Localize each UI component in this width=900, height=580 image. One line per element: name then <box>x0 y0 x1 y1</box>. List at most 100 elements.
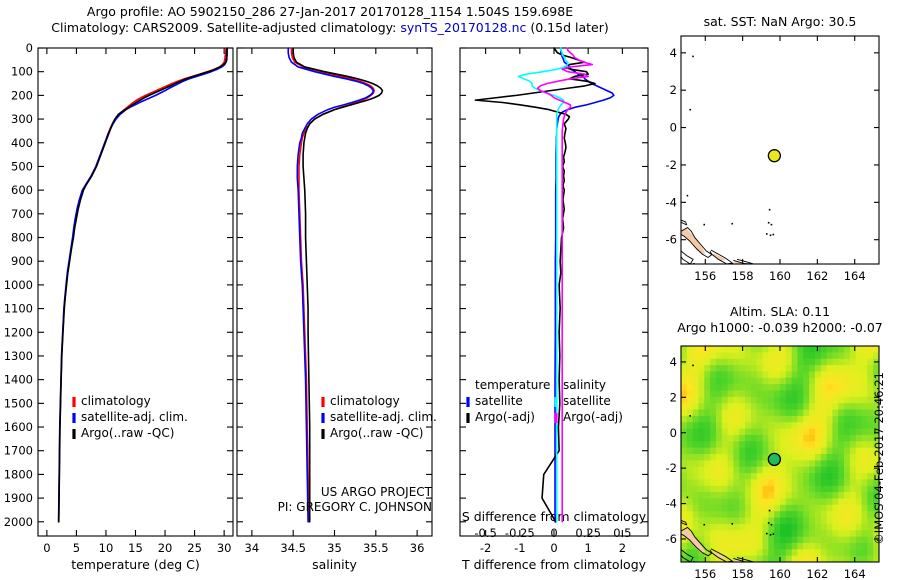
svg-text:0: 0 <box>670 121 677 135</box>
svg-text:satellite: satellite <box>475 394 523 408</box>
svg-text:-2: -2 <box>666 461 677 475</box>
svg-text:400: 400 <box>11 136 33 150</box>
svg-text:34.5: 34.5 <box>280 541 306 555</box>
svg-text:temperature: temperature <box>475 378 550 392</box>
svg-text:Argo(..raw -QC): Argo(..raw -QC) <box>330 426 423 440</box>
series-satellite-adj-clim- <box>57 47 228 523</box>
sla-map-panel: 156 158 160 162 164 4 2 0 -2 -4 -6 Altim. SLA: 0.11… <box>655 290 900 580</box>
svg-text:162: 162 <box>806 567 828 580</box>
svg-text:35.5: 35.5 <box>363 541 389 555</box>
series-argo-raw-qc- <box>292 47 384 523</box>
svg-text:34: 34 <box>245 541 260 555</box>
svg-text:500: 500 <box>11 159 33 173</box>
svg-text:156: 156 <box>694 567 716 580</box>
svg-text:1600: 1600 <box>4 420 33 434</box>
title-line-1: Argo profile: AO 5902150_286 27-Jan-2017… <box>86 4 574 19</box>
series-salinity-satellite <box>517 47 569 523</box>
svg-text:1400: 1400 <box>4 373 33 387</box>
svg-text:0.5: 0.5 <box>613 526 631 540</box>
salinity-panel: 34 34.5 35 35.5 36 salinity climatology satelli… <box>225 40 465 580</box>
sst-map-panel: 156 158 160 162 164 4 2 0 -2 -4 -6 sat. SST: NaN Ar… <box>655 0 900 300</box>
svg-text:T difference from climatology: T difference from climatology <box>461 557 647 572</box>
svg-text:-0.5: -0.5 <box>474 526 496 540</box>
svg-text:900: 900 <box>11 254 33 268</box>
svg-text:4: 4 <box>670 355 677 369</box>
series-climatology <box>57 47 227 523</box>
svg-text:climatology: climatology <box>81 394 151 408</box>
svg-text:0: 0 <box>550 526 557 540</box>
svg-text:-6: -6 <box>666 233 677 247</box>
svg-text:Argo h1000: -0.039 h2000: -0.0: Argo h1000: -0.039 h2000: -0.07 <box>677 320 882 335</box>
series-salinity-argo-adj- <box>536 47 594 523</box>
difference-plot[interactable]: -2 -1 0 1 2 T difference from climatology -0.5… <box>450 40 675 580</box>
svg-text:15: 15 <box>128 541 143 555</box>
title-line-2-suffix: (0.15d later) <box>526 20 609 35</box>
svg-text:temperature (deg C): temperature (deg C) <box>71 557 200 572</box>
svg-text:-2: -2 <box>666 158 677 172</box>
svg-text:700: 700 <box>11 207 33 221</box>
sst-map[interactable]: 156 158 160 162 164 4 2 0 -2 -4 -6 sat. SST: NaN Ar… <box>655 0 900 300</box>
svg-text:0: 0 <box>670 426 677 440</box>
svg-text:1000: 1000 <box>4 278 33 292</box>
svg-text:2: 2 <box>670 390 677 404</box>
svg-text:160: 160 <box>769 269 791 283</box>
difference-panel: -2 -1 0 1 2 T difference from climatology -0.5… <box>450 40 675 580</box>
temperature-panel: 0 100 200 300 400 500 600 700 800 900 1000 1100 1200… <box>0 40 240 580</box>
svg-text:2000: 2000 <box>4 515 33 529</box>
svg-text:200: 200 <box>11 88 33 102</box>
series-argo-raw-qc- <box>58 47 228 523</box>
svg-text:158: 158 <box>732 567 754 580</box>
svg-text:158: 158 <box>732 269 754 283</box>
svg-text:-4: -4 <box>666 497 677 511</box>
svg-text:1200: 1200 <box>4 325 33 339</box>
svg-text:4: 4 <box>670 46 677 60</box>
svg-text:-6: -6 <box>666 532 677 546</box>
svg-text:164: 164 <box>844 567 866 580</box>
temperature-plot[interactable]: 0 100 200 300 400 500 600 700 800 900 1000 1100 1200… <box>0 40 240 580</box>
svg-text:Altim. SLA: 0.11: Altim. SLA: 0.11 <box>730 304 830 319</box>
svg-text:100: 100 <box>11 65 33 79</box>
series-climatology <box>290 47 375 523</box>
svg-text:0: 0 <box>550 541 557 555</box>
svg-text:satellite-adj. clim.: satellite-adj. clim. <box>81 410 188 424</box>
svg-text:Argo(-adj): Argo(-adj) <box>475 410 535 424</box>
svg-text:10: 10 <box>99 541 114 555</box>
title-line-2: Climatology: CARS2009. Satellite-adjuste… <box>0 20 660 36</box>
svg-text:Argo(..raw -QC): Argo(..raw -QC) <box>81 426 174 440</box>
svg-text:25: 25 <box>187 541 202 555</box>
title-synts-file: synTS_20170128.nc <box>400 20 527 35</box>
svg-text:salinity: salinity <box>312 557 357 572</box>
svg-text:800: 800 <box>11 231 33 245</box>
svg-text:1500: 1500 <box>4 396 33 410</box>
svg-text:-4: -4 <box>666 195 677 209</box>
svg-text:164: 164 <box>844 269 866 283</box>
svg-text:US ARGO PROJECT: US ARGO PROJECT <box>321 485 433 499</box>
svg-text:-2: -2 <box>480 541 491 555</box>
svg-text:sat. SST: NaN Argo: 30.5: sat. SST: NaN Argo: 30.5 <box>704 14 857 29</box>
svg-text:35: 35 <box>327 541 342 555</box>
svg-text:2: 2 <box>670 83 677 97</box>
svg-text:300: 300 <box>11 112 33 126</box>
series-satellite-adj-clim- <box>287 47 375 523</box>
profile-location-marker <box>767 452 782 467</box>
svg-text:-1: -1 <box>514 541 525 555</box>
svg-text:156: 156 <box>694 269 716 283</box>
svg-text:climatology: climatology <box>330 394 400 408</box>
svg-text:satellite-adj. clim.: satellite-adj. clim. <box>330 410 437 424</box>
series-temperature-argo-adj- <box>474 47 596 523</box>
svg-text:30: 30 <box>217 541 232 555</box>
svg-text:salinity: salinity <box>563 378 606 392</box>
svg-text:600: 600 <box>11 183 33 197</box>
sla-map[interactable]: 156 158 160 162 164 4 2 0 -2 -4 -6 Altim. SLA: 0.11… <box>655 290 900 580</box>
salinity-plot[interactable]: 34 34.5 35 35.5 36 salinity climatology satelli… <box>225 40 465 580</box>
imos-credit: ©IMOS 04-Feb-2017 20:46:21 <box>872 372 886 545</box>
svg-text:1100: 1100 <box>4 302 33 316</box>
title-line-2-prefix: Climatology: CARS2009. Satellite-adjuste… <box>51 20 401 35</box>
svg-text:0: 0 <box>43 541 50 555</box>
svg-text:-0.25: -0.25 <box>505 526 535 540</box>
svg-text:0.25: 0.25 <box>575 526 601 540</box>
svg-text:162: 162 <box>806 269 828 283</box>
svg-text:160: 160 <box>769 567 791 580</box>
svg-text:20: 20 <box>158 541 173 555</box>
svg-text:1700: 1700 <box>4 444 33 458</box>
